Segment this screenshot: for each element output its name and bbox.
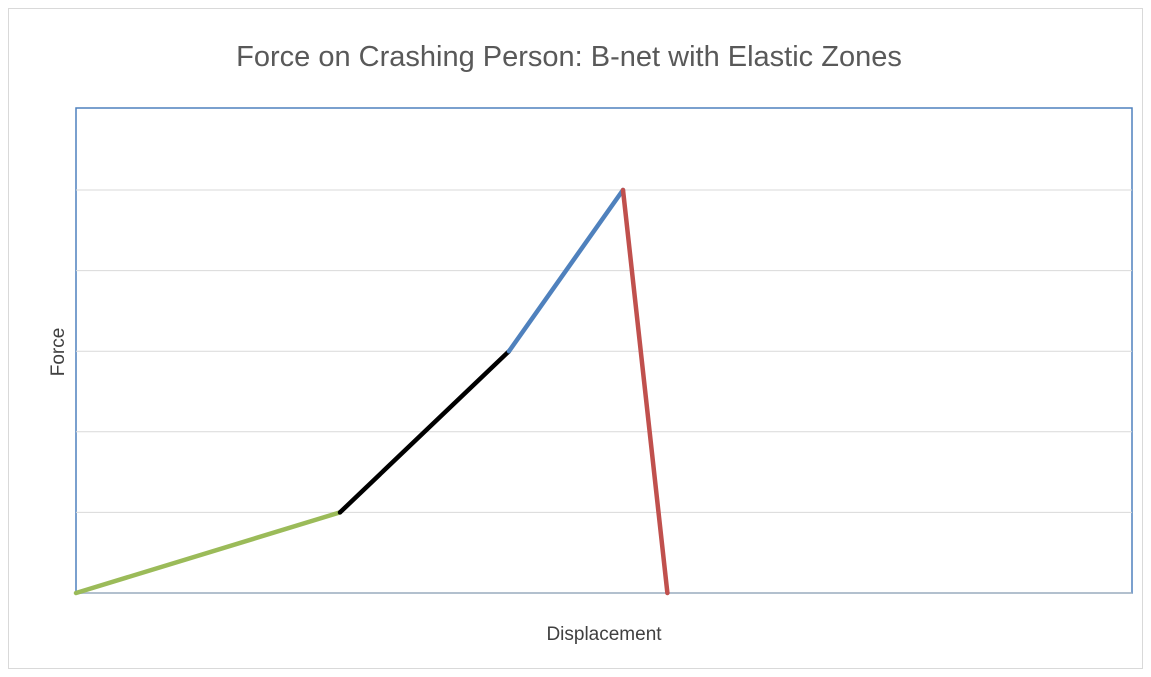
series-group bbox=[73, 187, 670, 596]
gridlines bbox=[76, 189, 1132, 513]
series-line-3 bbox=[506, 187, 626, 354]
series-line-2 bbox=[337, 348, 512, 515]
series-line-4 bbox=[620, 187, 670, 596]
chart-title: Force on Crashing Person: B-net with Ela… bbox=[236, 41, 902, 73]
x-axis-label: Displacement bbox=[546, 624, 662, 645]
y-axis-label: Force bbox=[48, 328, 69, 377]
series-line-1 bbox=[73, 510, 343, 596]
plot-area-border bbox=[75, 107, 1133, 594]
chart-frame bbox=[8, 8, 1143, 669]
